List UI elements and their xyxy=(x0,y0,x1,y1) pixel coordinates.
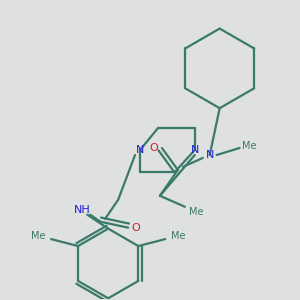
Text: O: O xyxy=(132,223,140,232)
Text: Me: Me xyxy=(171,231,185,241)
Text: N: N xyxy=(206,150,214,160)
Text: Me: Me xyxy=(31,231,46,241)
Text: Me: Me xyxy=(242,141,257,151)
Text: NH: NH xyxy=(74,205,91,215)
Text: N: N xyxy=(136,145,144,155)
Text: Me: Me xyxy=(188,207,203,217)
Text: N: N xyxy=(190,145,199,155)
Text: O: O xyxy=(150,143,158,153)
